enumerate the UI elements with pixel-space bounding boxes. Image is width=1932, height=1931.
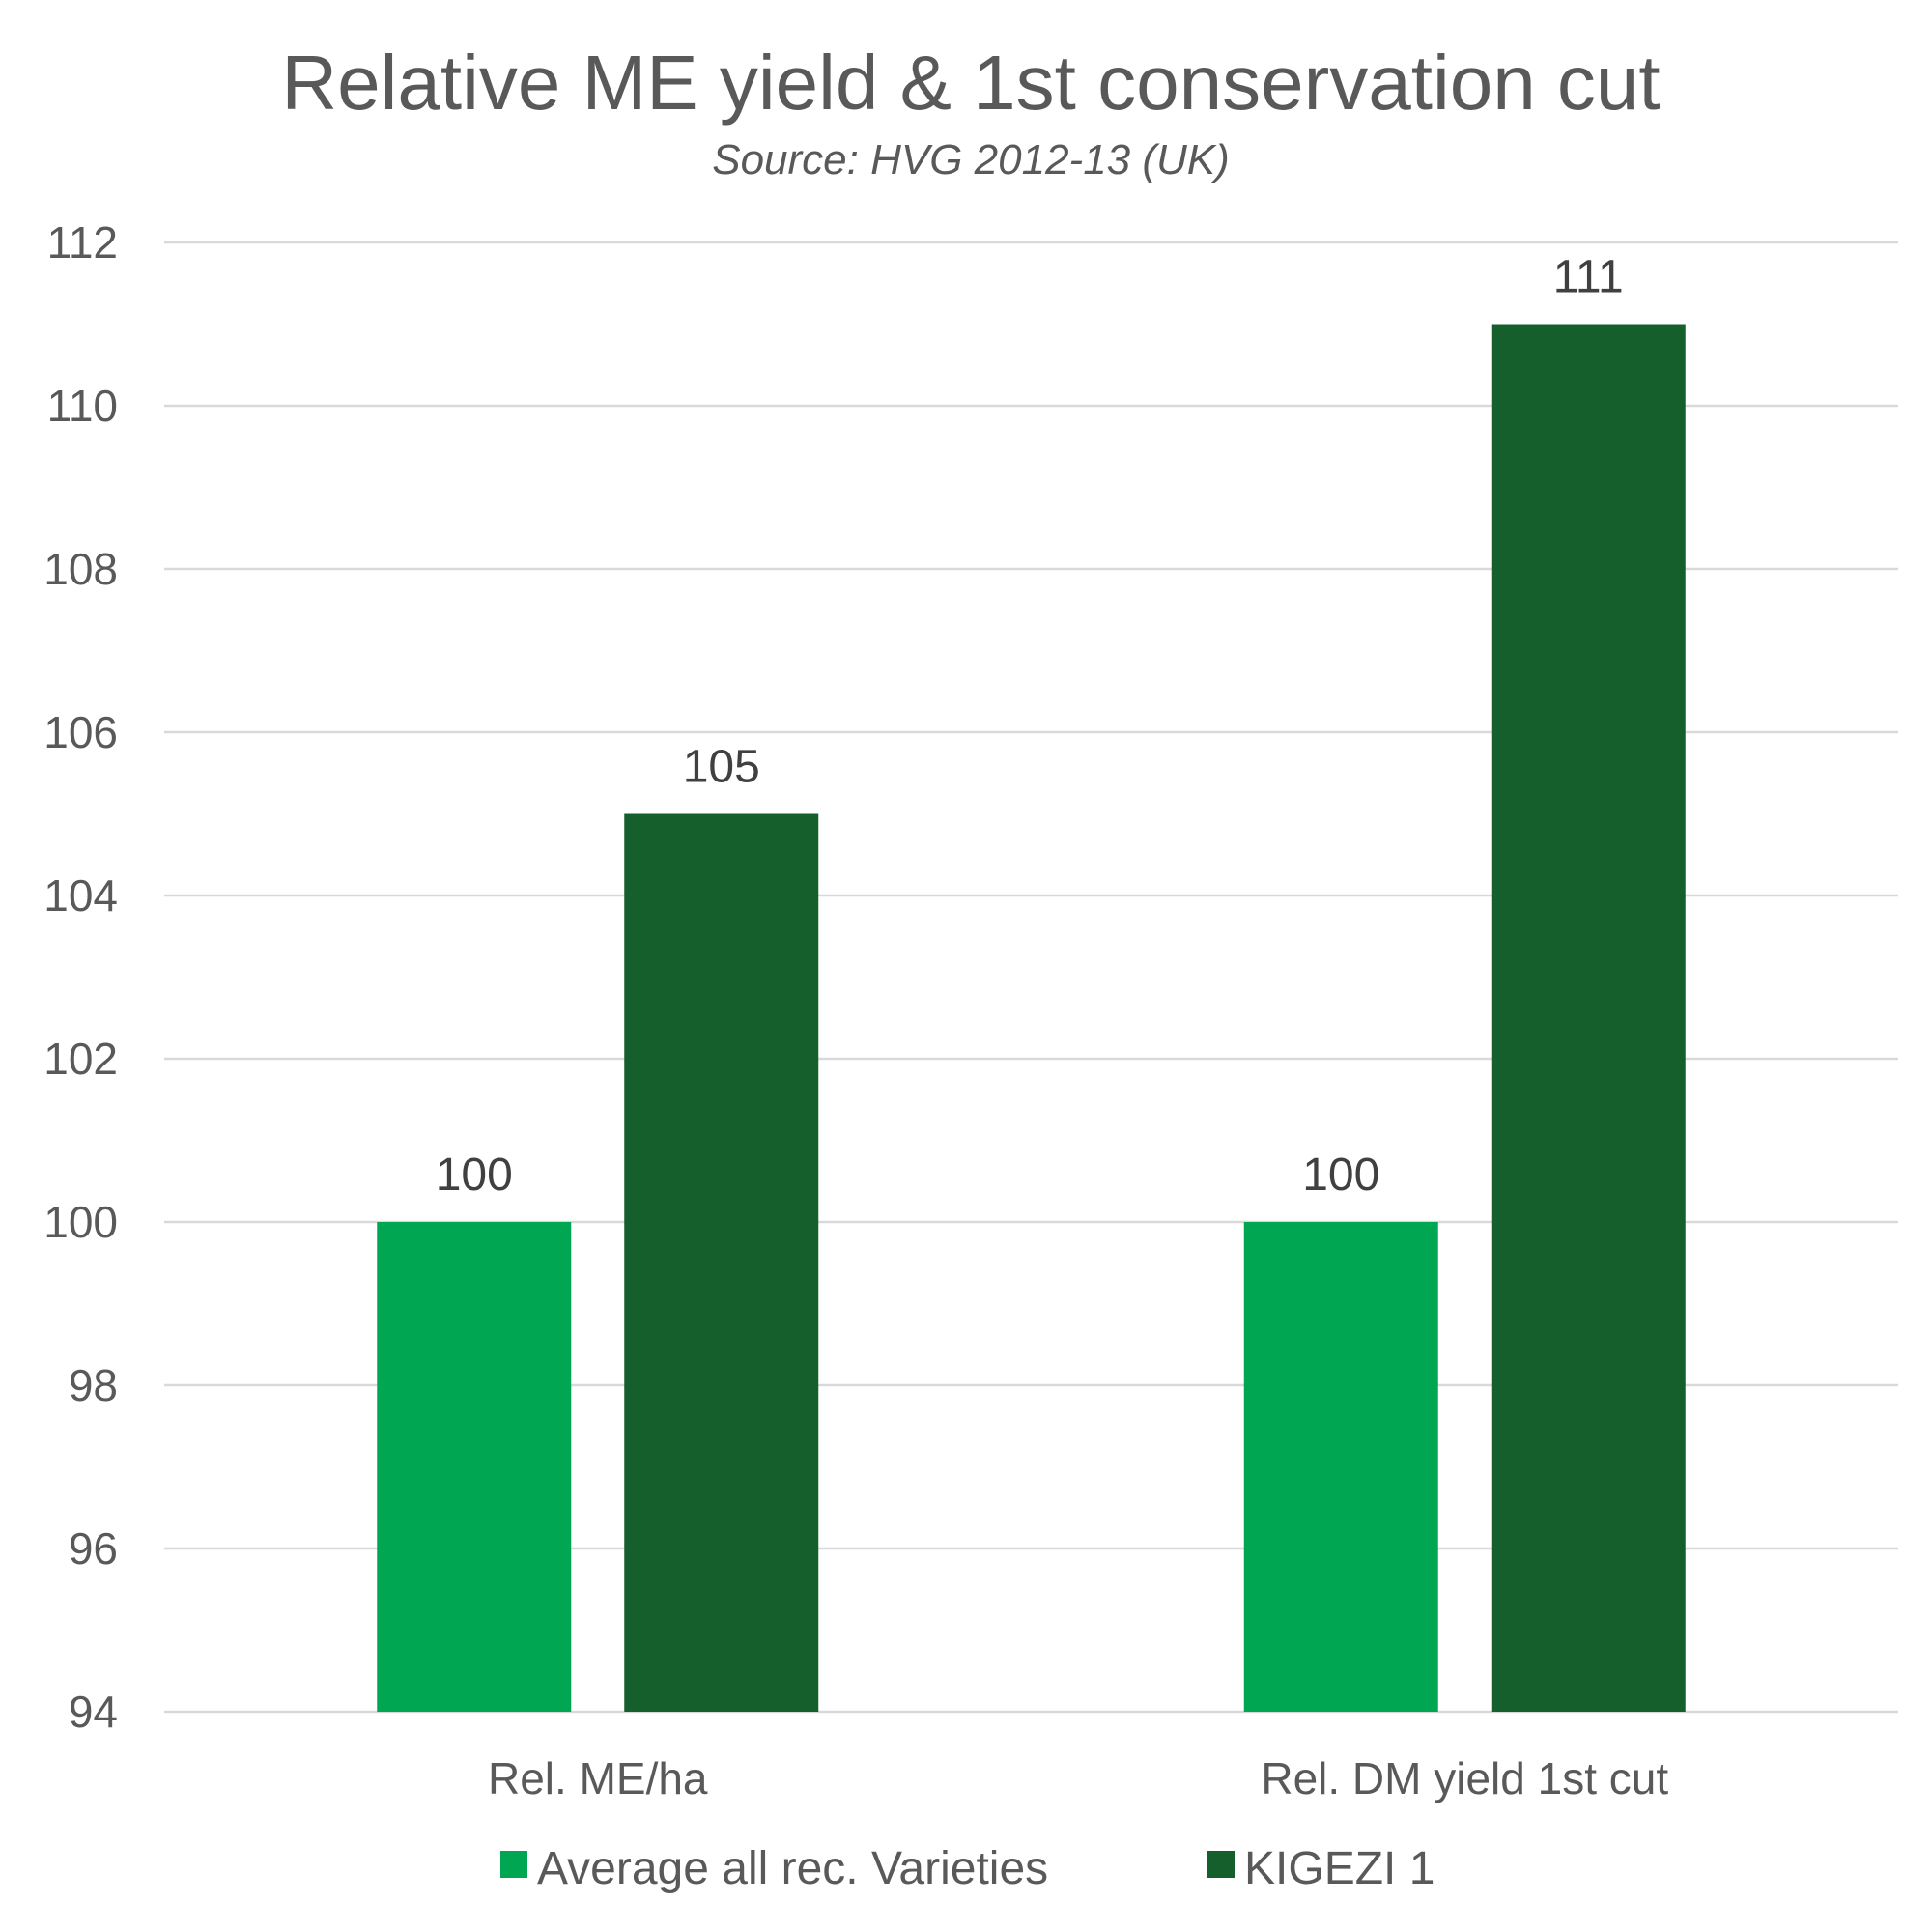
legend: Average all rec. Varieties KIGEZI 1 (500, 1843, 1435, 1894)
data-label: 111 (1553, 252, 1624, 303)
legend-swatch (1208, 1851, 1235, 1878)
y-tick-label: 106 (43, 707, 118, 757)
data-labels: 100 105 100 111 (436, 252, 1624, 1202)
legend-label: Average all rec. Varieties (537, 1843, 1048, 1894)
x-category-label: Rel. ME/ha (488, 1753, 708, 1803)
y-tick-label: 94 (69, 1687, 118, 1737)
y-tick-label: 100 (43, 1197, 118, 1247)
chart-title: Relative ME yield & 1st conservation cut (281, 40, 1660, 126)
bar (1243, 1222, 1438, 1712)
y-tick-label: 96 (69, 1523, 118, 1574)
chart-subtitle: Source: HVG 2012-13 (UK) (712, 136, 1230, 184)
x-category-label: Rel. DM yield 1st cut (1261, 1753, 1668, 1803)
y-tick-label: 102 (43, 1034, 118, 1084)
y-tick-label: 104 (43, 870, 118, 921)
data-label: 105 (683, 742, 760, 793)
y-tick-label: 110 (47, 381, 118, 431)
bars (377, 324, 1686, 1712)
x-axis-categories: Rel. ME/ha Rel. DM yield 1st cut (488, 1753, 1668, 1803)
legend-swatch (500, 1851, 527, 1878)
legend-label: KIGEZI 1 (1244, 1843, 1435, 1894)
data-label: 100 (436, 1150, 513, 1201)
y-tick-label: 108 (43, 544, 118, 594)
bar (624, 813, 819, 1712)
y-tick-label: 112 (47, 217, 118, 268)
data-label: 100 (1302, 1150, 1379, 1201)
bar (377, 1222, 572, 1712)
y-axis-ticks: 94 96 98 100 102 104 106 108 110 112 (43, 217, 118, 1737)
y-tick-label: 98 (69, 1360, 118, 1410)
bar (1491, 324, 1686, 1712)
